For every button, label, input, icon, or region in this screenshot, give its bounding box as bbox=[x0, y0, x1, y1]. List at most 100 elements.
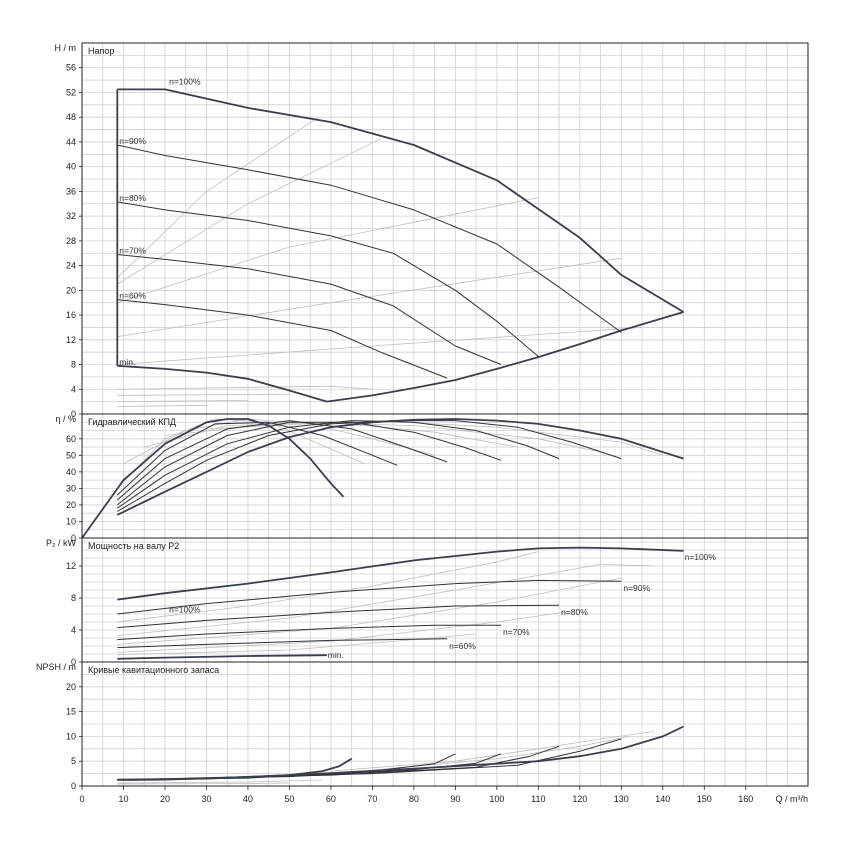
x-tick-label: 130 bbox=[614, 794, 629, 804]
series-line bbox=[117, 327, 643, 365]
series-line bbox=[116, 420, 448, 501]
series-line bbox=[117, 420, 622, 512]
series-line bbox=[82, 418, 345, 538]
series-line bbox=[116, 418, 684, 516]
x-tick-label: 0 bbox=[79, 794, 84, 804]
y-tick-label: 28 bbox=[66, 236, 76, 246]
series-line bbox=[116, 421, 502, 506]
curve-label: n=100% bbox=[169, 604, 201, 614]
y-tick-label: 8 bbox=[71, 360, 76, 370]
y-tick-label: 50 bbox=[66, 450, 76, 460]
x-tick-label: 150 bbox=[697, 794, 712, 804]
y-tick-label: 4 bbox=[71, 384, 76, 394]
series-line bbox=[117, 144, 622, 333]
y-tick-label: 15 bbox=[66, 707, 76, 717]
panel-npsh: 0 5 10 15 20 NPSH / m Кривые кавитационного за… bbox=[36, 661, 809, 791]
y-tick-label: 52 bbox=[66, 87, 76, 97]
series-group bbox=[82, 418, 684, 538]
y-tick-label: 24 bbox=[66, 261, 76, 271]
curve-label: n=70% bbox=[119, 245, 146, 255]
curve-label: n=80% bbox=[561, 607, 588, 617]
y-tick-label: 16 bbox=[66, 310, 76, 320]
x-tick-label: 160 bbox=[738, 794, 753, 804]
series-line bbox=[117, 138, 381, 285]
x-tick-label: 60 bbox=[326, 794, 336, 804]
series-line bbox=[117, 385, 373, 390]
curve-label: n=90% bbox=[623, 583, 650, 593]
x-tick-label: 50 bbox=[284, 794, 294, 804]
x-tick-label: 20 bbox=[160, 794, 170, 804]
y-tick-label: 32 bbox=[66, 211, 76, 221]
x-tick-label: 140 bbox=[655, 794, 670, 804]
y-axis-label: H / m bbox=[55, 43, 77, 53]
curve-label: n=60% bbox=[119, 291, 146, 301]
panel-title: Гидравлический КПД bbox=[88, 417, 176, 427]
series-line bbox=[117, 757, 353, 781]
y-tick-label: 44 bbox=[66, 137, 76, 147]
x-tick-label: 70 bbox=[367, 794, 377, 804]
series-line bbox=[117, 551, 539, 623]
panel-frame bbox=[81, 661, 809, 787]
series-line bbox=[117, 257, 622, 338]
y-tick-label: 12 bbox=[66, 561, 76, 571]
x-tick-label: 40 bbox=[243, 794, 253, 804]
y-tick-label: 8 bbox=[71, 593, 76, 603]
series-line bbox=[117, 418, 365, 489]
series-group bbox=[116, 88, 684, 407]
curve-label: n=100% bbox=[169, 76, 201, 86]
y-tick-label: 0 bbox=[71, 657, 76, 667]
curve-label: n=90% bbox=[119, 136, 146, 146]
y-tick-label: 10 bbox=[66, 731, 76, 741]
series-line bbox=[117, 604, 560, 629]
x-axis: 0 10 20 30 40 50 60 70 80 90 100 110 120 130 140 150 160… bbox=[79, 786, 808, 804]
series-line bbox=[117, 782, 290, 785]
curve-label: n=80% bbox=[119, 193, 146, 203]
panel-title: Кривые кавитационного запаса bbox=[88, 665, 219, 675]
y-tick-label: 40 bbox=[66, 162, 76, 172]
panel-title: Напор bbox=[88, 46, 114, 56]
series-line bbox=[117, 88, 684, 313]
y-tick-label: 48 bbox=[66, 112, 76, 122]
y-tick-label: 12 bbox=[66, 335, 76, 345]
series-line bbox=[330, 731, 655, 772]
y-tick-label: 20 bbox=[66, 285, 76, 295]
series-line bbox=[123, 418, 435, 464]
y-tick-label: 56 bbox=[66, 63, 76, 73]
series-group bbox=[117, 546, 684, 660]
series-line bbox=[116, 421, 398, 496]
y-axis-label: NPSH / m bbox=[36, 662, 76, 672]
series-line bbox=[117, 633, 477, 656]
series-line bbox=[206, 420, 663, 456]
y-tick-label: 0 bbox=[71, 409, 76, 419]
x-axis-label: Q / m³/h bbox=[775, 794, 808, 804]
y-tick-label: 20 bbox=[66, 682, 76, 692]
series-line bbox=[117, 564, 655, 636]
x-tick-label: 90 bbox=[450, 794, 460, 804]
y-tick-label: 0 bbox=[71, 781, 76, 791]
series-line bbox=[117, 546, 684, 601]
series-line bbox=[117, 201, 539, 357]
series-line bbox=[326, 311, 684, 403]
y-tick-label: 40 bbox=[66, 467, 76, 477]
x-tick-label: 80 bbox=[409, 794, 419, 804]
series-line bbox=[372, 736, 630, 771]
series-group bbox=[117, 725, 684, 785]
y-tick-label: 60 bbox=[66, 434, 76, 444]
y-tick-label: 5 bbox=[71, 756, 76, 766]
y-tick-label: 4 bbox=[71, 625, 76, 635]
series-line bbox=[117, 254, 502, 365]
x-tick-label: 10 bbox=[118, 794, 128, 804]
curve-label: min. bbox=[328, 650, 344, 660]
y-tick-label: 0 bbox=[71, 533, 76, 543]
series-line bbox=[117, 299, 448, 379]
panel-title: Мощность на валу P2 bbox=[88, 541, 179, 551]
series-line bbox=[117, 609, 580, 653]
series-line bbox=[117, 393, 290, 396]
series-line bbox=[117, 579, 622, 615]
curve-label: n=100% bbox=[685, 552, 717, 562]
series-line bbox=[117, 779, 323, 784]
curve-label: n=60% bbox=[449, 641, 476, 651]
x-tick-label: 100 bbox=[489, 794, 504, 804]
